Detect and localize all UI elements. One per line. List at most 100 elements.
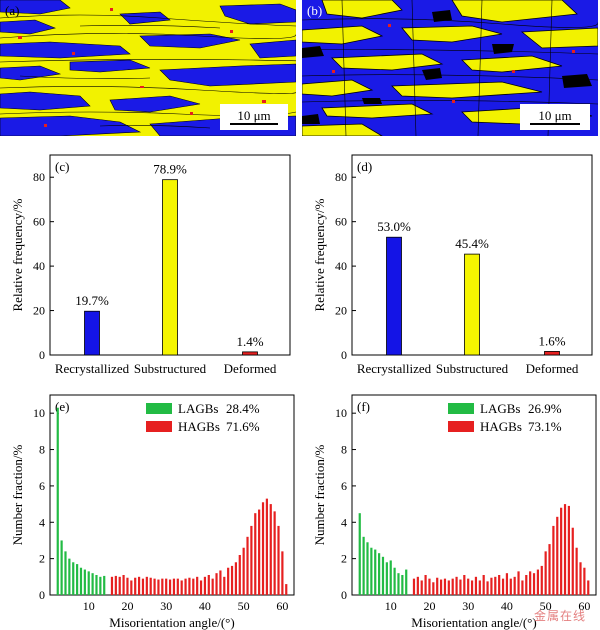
chart-4-bar-hagbs [544, 551, 547, 595]
chart-3-xtick-label: 10 [83, 599, 95, 613]
chart-1-ytick-label: 20 [33, 304, 45, 318]
chart-3-panel-label: (e) [55, 399, 69, 414]
chart-4-ytick-label: 10 [335, 406, 347, 420]
chart-3-bar-lagbs [99, 576, 102, 595]
chart-4-bar-hagbs [529, 571, 532, 595]
ebsd-map-b-image: (b) 10 μm [302, 0, 598, 136]
chart-1-bar-recrystallized [84, 310, 100, 356]
chart-3-bar-hagbs [130, 580, 133, 595]
chart-4-bar-hagbs [482, 575, 485, 595]
chart-4-bar-hagbs [470, 580, 474, 595]
chart-4-bar-hagbs [455, 576, 458, 595]
chart-1-value-label: 1.4% [236, 334, 263, 349]
chart-4-bar-hagbs [463, 575, 466, 595]
chart-4-panel-label: (f) [357, 399, 370, 414]
chart-3-xlabel: Misorientation angle/(°) [109, 615, 234, 630]
chart-4-bar-hagbs [560, 507, 563, 595]
chart-4-bar-hagbs [459, 579, 462, 595]
chart-3-ytick-label: 2 [39, 552, 45, 566]
chart-4-bar-hagbs [517, 571, 520, 595]
chart-4-bar-hagbs [467, 578, 470, 595]
chart-3-bar-hagbs [145, 576, 148, 595]
chart-4-xtick-label: 40 [501, 599, 513, 613]
chart-4-bar-hagbs [536, 569, 540, 595]
chart-2-category-label: Recrystallized [357, 361, 432, 376]
chart-4-bar-hagbs [443, 578, 447, 595]
chart-3-bar-hagbs [277, 525, 280, 595]
chart-2-value-label: 45.4% [455, 236, 489, 251]
chart-3-bar-hagbs [141, 578, 145, 595]
chart-3-bar-hagbs [134, 577, 137, 595]
chart-3-bar-hagbs [230, 565, 234, 595]
chart-1-ytick-label: 0 [39, 348, 45, 362]
chart-3-bar-lagbs [103, 575, 106, 595]
map-a-scale-box [220, 104, 288, 130]
chart-4-bar-hagbs [575, 547, 578, 595]
chart-3-bar-hagbs [153, 578, 156, 595]
chart-4-bar-lagbs [381, 556, 385, 595]
chart-3-bar-hagbs [281, 551, 284, 595]
chart-1-category-label: Recrystallized [55, 361, 130, 376]
chart-4-legend-swatch-hagbs [448, 421, 474, 432]
chart-3-legend-swatch-lagbs [146, 403, 172, 414]
chart-4-bar-lagbs [358, 513, 361, 595]
chart-3-bar-hagbs [176, 578, 179, 595]
chart-4-bar-hagbs [525, 575, 528, 595]
chart-3-bar-hagbs [168, 579, 172, 595]
chart-4-bar-hagbs [563, 504, 567, 595]
chart-2-ytick-label: 0 [341, 348, 347, 362]
chart-2-ytick-label: 60 [335, 215, 347, 229]
chart-4-legend-swatch-lagbs [448, 403, 474, 414]
chart-3-legend-swatch-hagbs [146, 421, 172, 432]
chart-3-bar-hagbs [250, 525, 253, 595]
chart-3-bar-hagbs [285, 584, 288, 595]
chart-3-bar-hagbs [184, 578, 187, 595]
chart-3-bar-hagbs [207, 575, 210, 595]
chart-2-bar-recrystallized [386, 236, 402, 356]
chart-3-bar-hagbs [180, 580, 183, 595]
chart-1-bar-deformed [242, 351, 258, 356]
chart-3-bar-hagbs [192, 578, 195, 595]
chart-3-bar-hagbs [114, 575, 117, 595]
chart-3-legend-value: 28.4% [226, 401, 260, 416]
chart-3-ytick-label: 4 [39, 515, 45, 529]
chart-2-category-label: Deformed [526, 361, 579, 376]
chart-1-category-label: Deformed [224, 361, 277, 376]
chart-4-ytick-label: 2 [341, 552, 347, 566]
chart-3-bar-hagbs [122, 575, 125, 595]
chart-3-bar-lagbs [87, 571, 90, 595]
chart-1-value-label: 19.7% [75, 293, 109, 308]
chart-3-frame [49, 394, 295, 596]
chart-3-bar-hagbs [199, 580, 203, 595]
chart-3-ytick-label: 8 [39, 443, 45, 457]
chart-3-bar-lagbs [56, 407, 59, 595]
chart-4-bar-lagbs [366, 542, 369, 595]
chart-3-bar-hagbs [196, 576, 199, 595]
chart-3-ytick-label: 0 [39, 588, 45, 602]
chart-4-bar-hagbs [552, 525, 555, 595]
chart-3-bar-hagbs [269, 504, 272, 595]
chart-3-bar-hagbs [261, 502, 265, 595]
chart-3-bar-lagbs [83, 569, 86, 595]
chart-4-bar-lagbs [393, 567, 396, 595]
chart-4-bar-hagbs [494, 576, 497, 595]
chart-4-ytick-label: 4 [341, 515, 347, 529]
chart-3-bar-hagbs [254, 513, 257, 595]
chart-4-bar-lagbs [401, 575, 404, 595]
chart-3-legend-name: HAGBs [178, 419, 220, 434]
chart-3-bar-hagbs [137, 576, 141, 595]
chart-4-ytick-label: 6 [341, 479, 347, 493]
chart-4-bar-hagbs [587, 580, 590, 595]
chart-3-bar-lagbs [76, 564, 79, 595]
chart-3-bar-hagbs [273, 511, 276, 595]
chart-3-bar-hagbs [188, 577, 191, 595]
chart-3-bar-hagbs [118, 576, 121, 595]
chart-4-bar-hagbs [474, 576, 478, 595]
chart-3-legend-value: 71.6% [226, 419, 260, 434]
map-a-scale-text: 10 μm [237, 108, 270, 123]
chart-3-bar-hagbs [203, 576, 207, 595]
chart-4-ytick-label: 8 [341, 443, 347, 457]
chart-4-bar-lagbs [385, 562, 388, 595]
chart-4-xtick-label: 30 [462, 599, 474, 613]
